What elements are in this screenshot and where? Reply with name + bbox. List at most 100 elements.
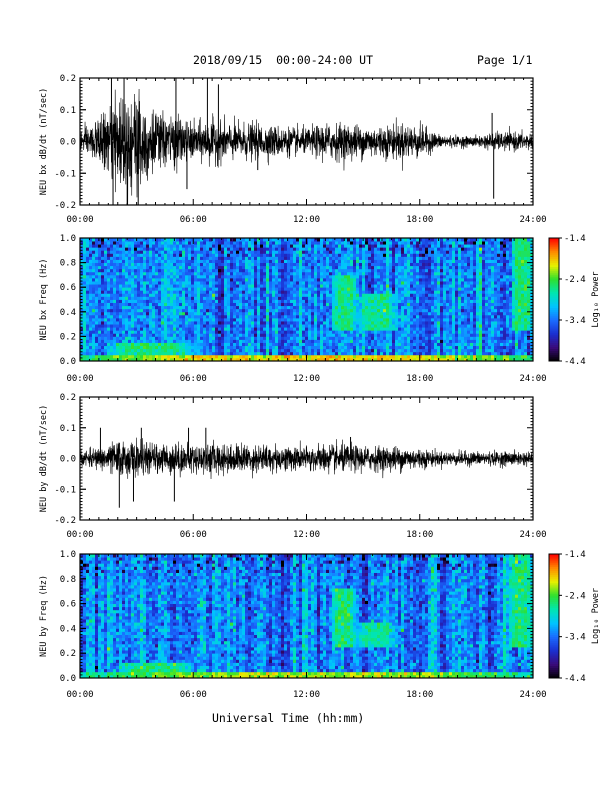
heatmap-cell bbox=[356, 333, 360, 337]
heatmap-cell bbox=[419, 330, 423, 334]
heatmap-cell bbox=[212, 296, 216, 300]
heatmap-cell bbox=[335, 311, 339, 316]
y-tick-label: -0.1 bbox=[54, 169, 76, 179]
heatmap-cell bbox=[413, 302, 417, 307]
heatmap-cell bbox=[272, 274, 276, 279]
heatmap-cell bbox=[290, 327, 294, 331]
heatmap-cell bbox=[431, 296, 435, 300]
heatmap-cell bbox=[305, 290, 309, 294]
heatmap-cell bbox=[200, 287, 204, 291]
x-tick-label: 24:00 bbox=[519, 215, 546, 225]
heatmap-cell bbox=[185, 348, 189, 353]
heatmap-cell bbox=[362, 324, 366, 328]
heatmap-cell bbox=[344, 262, 348, 267]
heatmap-cell bbox=[143, 351, 147, 356]
heatmap-cell bbox=[137, 299, 141, 303]
heatmap-cell bbox=[335, 333, 339, 337]
heatmap-cell bbox=[299, 265, 303, 270]
x-tick-label: 12:00 bbox=[293, 215, 320, 225]
heatmap-cell bbox=[134, 311, 138, 316]
heatmap-cell bbox=[110, 357, 114, 362]
heatmap-cell bbox=[275, 265, 279, 270]
heatmap-cell bbox=[350, 250, 354, 254]
heatmap-cell bbox=[200, 299, 204, 303]
heatmap-cell bbox=[377, 348, 381, 353]
heatmap-cell bbox=[122, 268, 126, 273]
heatmap-cell bbox=[335, 277, 339, 282]
heatmap-cell bbox=[398, 299, 402, 303]
heatmap-cell bbox=[416, 305, 420, 310]
heatmap-cell bbox=[230, 262, 234, 267]
heatmap-cell bbox=[101, 354, 105, 359]
heatmap-cell bbox=[422, 244, 426, 248]
heatmap-cell bbox=[191, 351, 195, 356]
heatmap-cell bbox=[356, 296, 360, 300]
heatmap-cell bbox=[395, 290, 399, 294]
heatmap-cell bbox=[410, 268, 414, 273]
heatmap-cell bbox=[299, 284, 303, 288]
heatmap-cell bbox=[92, 274, 96, 279]
heatmap-cell bbox=[254, 287, 258, 291]
heatmap-cell bbox=[314, 256, 318, 260]
heatmap-cell bbox=[206, 253, 210, 257]
heatmap-cell bbox=[377, 290, 381, 294]
heatmap-cell bbox=[368, 330, 372, 334]
heatmap-cell bbox=[104, 293, 108, 297]
heatmap-cell bbox=[278, 287, 282, 291]
heatmap-cell bbox=[272, 241, 276, 245]
heatmap-cell bbox=[437, 354, 441, 359]
heatmap-cell bbox=[329, 238, 333, 242]
heatmap-cell bbox=[290, 357, 294, 362]
heatmap-cell bbox=[203, 308, 207, 313]
heatmap-cell bbox=[227, 299, 231, 303]
heatmap-cell bbox=[182, 290, 186, 294]
heatmap-cell bbox=[344, 268, 348, 273]
heatmap-cell bbox=[359, 330, 363, 334]
heatmap-cell bbox=[362, 317, 366, 322]
heatmap-cell bbox=[332, 348, 336, 353]
heatmap-cell bbox=[344, 296, 348, 300]
heatmap-cell bbox=[344, 238, 348, 242]
heatmap-cell bbox=[80, 314, 84, 319]
heatmap-cell bbox=[287, 265, 291, 270]
heatmap-cell bbox=[158, 259, 162, 263]
heatmap-cell bbox=[227, 244, 231, 248]
heatmap-cell bbox=[218, 244, 222, 248]
heatmap-cell bbox=[221, 354, 225, 359]
heatmap-cell bbox=[107, 321, 111, 325]
heatmap-cell bbox=[209, 244, 213, 248]
heatmap-cell bbox=[413, 311, 417, 316]
heatmap-cell bbox=[308, 274, 312, 279]
heatmap-cell bbox=[227, 284, 231, 288]
heatmap-cell bbox=[143, 308, 147, 313]
heatmap-cell bbox=[275, 274, 279, 279]
heatmap-cell bbox=[158, 308, 162, 313]
heatmap-cell bbox=[311, 299, 315, 303]
heatmap-cell bbox=[374, 342, 378, 347]
heatmap-cell bbox=[362, 259, 366, 263]
heatmap-cell bbox=[167, 317, 171, 322]
heatmap-cell bbox=[341, 321, 345, 325]
heatmap-cell bbox=[362, 311, 366, 316]
heatmap-cell bbox=[242, 274, 246, 279]
heatmap-cell bbox=[185, 357, 189, 362]
heatmap-cell bbox=[128, 357, 132, 362]
heatmap-cell bbox=[350, 238, 354, 242]
heatmap-cell bbox=[269, 333, 273, 337]
heatmap-cell bbox=[356, 241, 360, 245]
heatmap-cell bbox=[212, 287, 216, 291]
heatmap-cell bbox=[233, 281, 237, 285]
heatmap-cell bbox=[311, 317, 315, 322]
heatmap-cell bbox=[332, 241, 336, 245]
heatmap-cell bbox=[317, 290, 321, 294]
heatmap-cell bbox=[164, 330, 168, 334]
heatmap-cell bbox=[206, 262, 210, 267]
heatmap-cell bbox=[89, 327, 93, 331]
heatmap-cell bbox=[95, 327, 99, 331]
heatmap-cell bbox=[302, 284, 306, 288]
heatmap-cell bbox=[182, 327, 186, 331]
heatmap-cell bbox=[104, 324, 108, 328]
heatmap-cell bbox=[368, 287, 372, 291]
heatmap-cell bbox=[209, 293, 213, 297]
heatmap-cell bbox=[302, 336, 306, 340]
